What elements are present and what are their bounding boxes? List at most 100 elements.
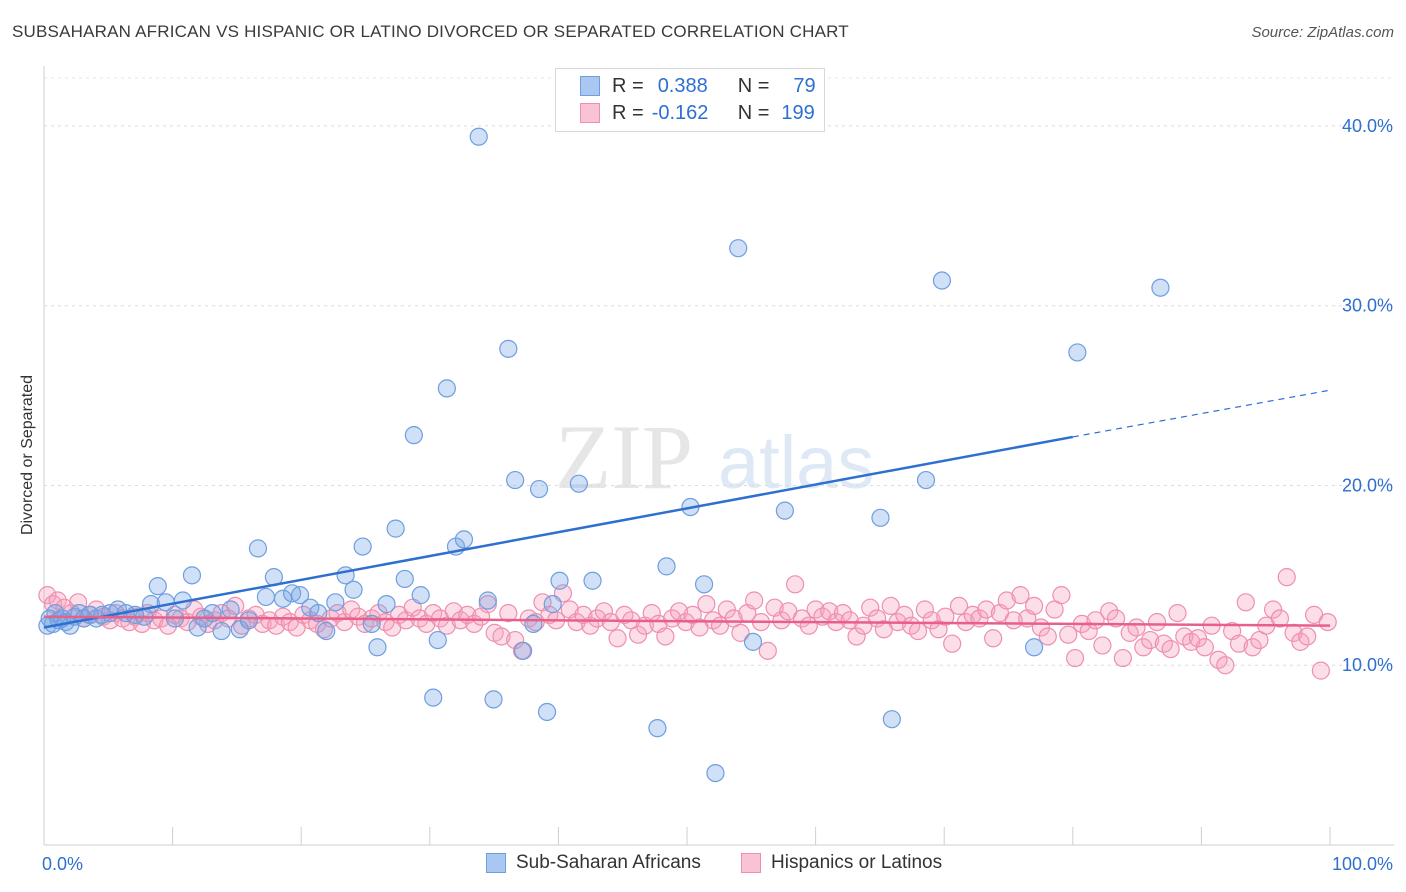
data-point-hispanic (1100, 602, 1119, 621)
legend-r-label: R = (612, 101, 644, 124)
data-point-hispanic (1216, 656, 1235, 675)
data-point-hispanic (1188, 629, 1208, 648)
data-point-hispanic (1011, 586, 1030, 605)
legend-n-value: 199 (781, 101, 815, 124)
tick-labels: 10.0% 20.0% 30.0% 40.0% 0.0% 100.0% (42, 116, 1393, 874)
data-point-hispanic (881, 596, 900, 616)
data-point-hispanic (1113, 648, 1132, 668)
data-point-hispanic (499, 603, 518, 623)
data-point-subsaharan (729, 239, 748, 258)
data-point-hispanic (949, 596, 969, 616)
data-point-hispanic (758, 641, 777, 660)
bottom-legend-label: Sub-Saharan Africans (516, 852, 701, 873)
trend-line-hispanic (43, 615, 1331, 627)
data-point-subsaharan (499, 339, 518, 358)
zipatlas-watermark: ZIP atlas (555, 406, 874, 508)
bottom-legend-swatch-blue (486, 853, 506, 873)
data-point-subsaharan (404, 426, 423, 445)
watermark-zip: ZIP (555, 406, 693, 508)
y-tick-label: 10.0% (1342, 655, 1393, 675)
data-point-hispanic (1161, 639, 1180, 659)
data-point-hispanic (915, 600, 934, 619)
chart-title: SUBSAHARAN AFRICAN VS HISPANIC OR LATINO… (12, 22, 849, 41)
legend-swatch-blue (580, 76, 600, 96)
trend-line-subsaharan-projection (1072, 389, 1331, 438)
data-point-subsaharan (1068, 343, 1087, 362)
data-point-subsaharan (326, 593, 345, 612)
data-point-subsaharan (706, 763, 725, 783)
data-point-subsaharan (317, 621, 336, 641)
y-axis-label: Divorced or Separated (19, 374, 36, 536)
data-point-hispanic (1168, 603, 1187, 623)
data-point-hispanic (997, 591, 1016, 610)
data-point-subsaharan (437, 379, 456, 398)
trend-line-subsaharan (43, 435, 1074, 629)
data-point-subsaharan (932, 271, 952, 290)
data-point-hispanic (745, 591, 764, 610)
data-point-subsaharan (543, 595, 562, 614)
bottom-legend-label: Hispanics or Latinos (771, 852, 943, 873)
legend-n-label: N = (737, 101, 770, 124)
legend-row-hispanic: R = -0.162 N = 199 (580, 101, 815, 125)
bottom-legend-hispanic: Hispanics or Latinos (741, 852, 942, 874)
data-point-hispanic (1052, 586, 1071, 605)
data-point-hispanic (587, 609, 607, 628)
data-point-subsaharan (648, 719, 667, 738)
data-point-hispanic (731, 623, 750, 642)
data-point-subsaharan (454, 530, 474, 549)
data-point-hispanic (922, 611, 941, 630)
data-point-hispanic (608, 629, 627, 648)
y-tick-label: 30.0% (1342, 296, 1393, 316)
data-point-hispanic (492, 627, 511, 646)
data-point-hispanic (1093, 636, 1112, 655)
data-point-hispanic (1106, 609, 1126, 628)
axes (43, 66, 1394, 846)
data-point-hispanic (861, 598, 880, 617)
data-point-hispanic (1127, 618, 1146, 637)
data-point-hispanic (1065, 648, 1085, 668)
correlation-legend: R = 0.388 N = 79 R = -0.162 N = 199 (555, 68, 825, 132)
data-point-subsaharan (256, 587, 276, 607)
data-point-hispanic (1134, 638, 1153, 657)
data-point-hispanic (663, 609, 682, 628)
data-point-hispanic (1298, 627, 1317, 646)
bottom-legend-swatch-pink (741, 853, 761, 873)
data-point-hispanic (1277, 568, 1296, 587)
data-point-subsaharan (290, 586, 310, 605)
data-point-subsaharan (353, 537, 372, 556)
data-point-subsaharan (424, 688, 443, 707)
data-point-subsaharan (148, 577, 167, 596)
data-point-hispanic (1270, 609, 1290, 628)
data-point-subsaharan (529, 479, 549, 499)
data-point-hispanic (1229, 634, 1249, 653)
data-point-subsaharan (273, 589, 293, 608)
data-point-hispanic (1147, 612, 1167, 632)
data-point-subsaharan (221, 600, 240, 619)
data-point-hispanic (1195, 638, 1214, 657)
data-point-hispanic (1236, 593, 1255, 612)
legend-n-label: N = (737, 74, 770, 97)
data-point-subsaharan (871, 508, 890, 527)
legend-r-value: 0.388 (657, 74, 708, 97)
chart-source: Source: ZipAtlas.com (1251, 24, 1394, 41)
data-point-subsaharan (1151, 278, 1170, 297)
data-point-subsaharan (156, 593, 175, 612)
data-point-subsaharan (395, 569, 414, 589)
trend-lines (43, 389, 1331, 629)
data-point-hispanic (847, 627, 866, 646)
data-point-subsaharan (916, 470, 936, 490)
x-tick-label: 0.0% (42, 854, 83, 874)
data-point-subsaharan (537, 702, 557, 722)
data-point-hispanic (38, 586, 57, 605)
data-point-hispanic (656, 627, 675, 646)
data-point-subsaharan (657, 557, 676, 576)
data-point-subsaharan (484, 690, 503, 709)
data-point-subsaharan (212, 621, 231, 641)
data-point-hispanic (977, 600, 996, 619)
data-point-hispanic (943, 634, 962, 653)
data-point-hispanic (820, 602, 839, 621)
data-point-hispanic (1141, 630, 1160, 650)
data-point-subsaharan (182, 566, 202, 585)
data-point-subsaharan (386, 519, 405, 538)
